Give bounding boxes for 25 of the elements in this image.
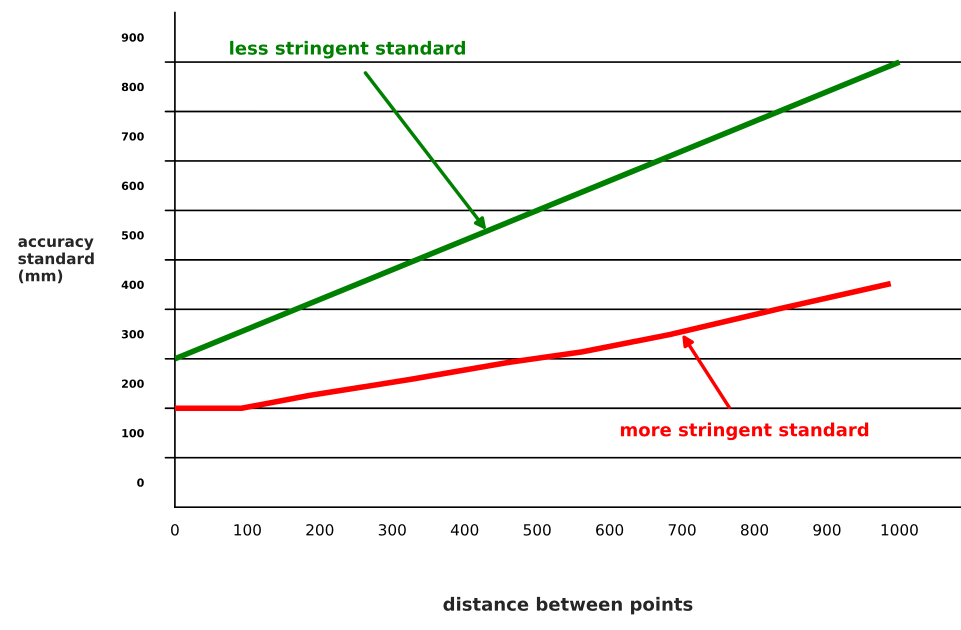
x-tick-label: 500 bbox=[524, 524, 551, 536]
x-tick-label: 100 bbox=[234, 524, 261, 536]
x-tick-label: 900 bbox=[813, 524, 841, 536]
y-tick-label: 0 bbox=[137, 478, 144, 487]
x-tick-label: 300 bbox=[378, 524, 406, 536]
y-tick-label: 600 bbox=[122, 182, 144, 190]
x-tick-label: 600 bbox=[596, 524, 624, 536]
y-axis-title: accuracy standard (mm) bbox=[18, 238, 94, 284]
y-tick-label: 700 bbox=[122, 132, 144, 141]
y-tick-label: 900 bbox=[122, 33, 144, 42]
y-tick-label: 800 bbox=[122, 82, 144, 92]
x-tick-label: 700 bbox=[668, 524, 696, 536]
x-axis-title: distance between points bbox=[443, 596, 692, 614]
y-tick-label: 400 bbox=[122, 280, 144, 289]
x-tick-label: 1000 bbox=[882, 524, 918, 536]
annotation: less stringent standard bbox=[230, 40, 465, 58]
x-tick-label: 800 bbox=[740, 524, 768, 536]
y-tick-label: 100 bbox=[122, 428, 144, 438]
x-tick-label: 200 bbox=[306, 524, 334, 536]
y-tick-label: 300 bbox=[122, 330, 144, 338]
y-tick-label: 200 bbox=[122, 379, 144, 388]
annotation: more stringent standard bbox=[620, 422, 868, 440]
x-tick-label: 0 bbox=[171, 524, 179, 536]
x-tick-label: 400 bbox=[450, 524, 478, 536]
y-tick-label: 500 bbox=[122, 231, 144, 240]
